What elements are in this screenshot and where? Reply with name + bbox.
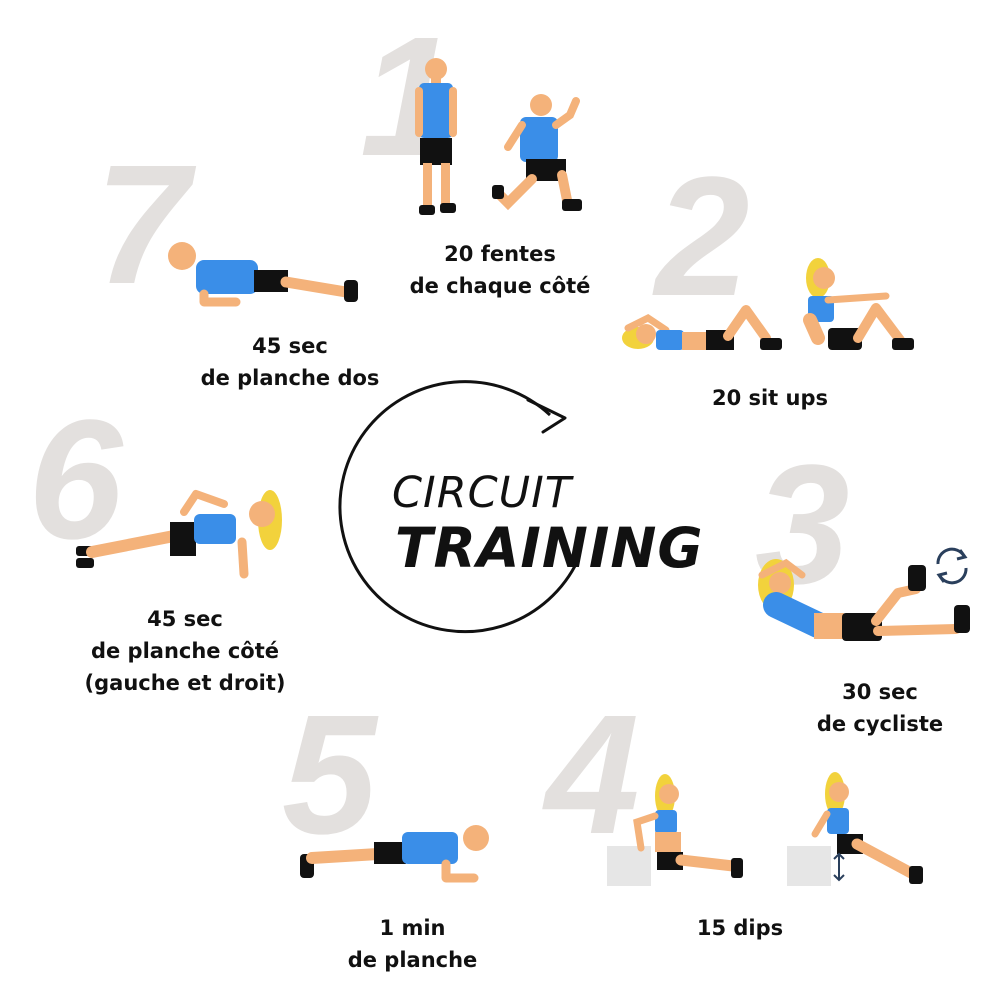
step-number-7: 7 [95,130,190,320]
label-exercise-7: 45 sec de planche dos [185,330,395,394]
label-6-line-1: 45 sec [147,607,223,631]
label-4-line-1: 15 dips [696,916,784,940]
cycle-arrows-icon [936,547,968,585]
step-number-2: 2 [655,142,750,332]
label-exercise-6: 45 sec de planche côté (gauche et droit) [70,603,300,699]
label-5-line-1: 1 min [379,916,446,940]
label-7-line-1: 45 sec [252,334,328,358]
title-circuit: CIRCUIT [392,468,573,518]
figure-dips [607,772,923,886]
figure-lunges [415,58,582,215]
figure-back-plank [168,242,358,307]
up-down-arrow-icon [833,852,845,882]
title-training: TRAINING [395,516,704,580]
figure-cycling [758,558,970,641]
label-2-line-1: 20 sit ups [711,386,829,410]
label-exercise-1: 20 fentes de chaque côté [395,238,605,302]
step-number-4: 4 [545,680,640,870]
figure-side-plank [76,490,282,579]
label-1-line-1: 20 fentes [444,242,556,266]
label-7-line-2: de planche dos [200,366,380,390]
label-5-line-2: de planche [347,948,478,972]
circular-arrow-icon [338,380,580,634]
label-exercise-5: 1 min de planche [320,912,505,976]
label-6-line-2: de planche côté [90,639,280,663]
label-6-line-3: (gauche et droit) [84,671,286,695]
label-exercise-3: 30 sec de cycliste [780,676,980,740]
label-3-line-2: de cycliste [816,712,944,736]
label-1-line-2: de chaque côté [409,274,591,298]
label-exercise-2: 20 sit ups [680,382,860,414]
step-number-6: 6 [28,385,123,575]
step-number-5: 5 [282,680,377,870]
figure-sit-ups [622,258,914,350]
label-exercise-4: 15 dips [660,912,820,944]
figure-plank [300,825,489,883]
label-3-line-1: 30 sec [842,680,918,704]
